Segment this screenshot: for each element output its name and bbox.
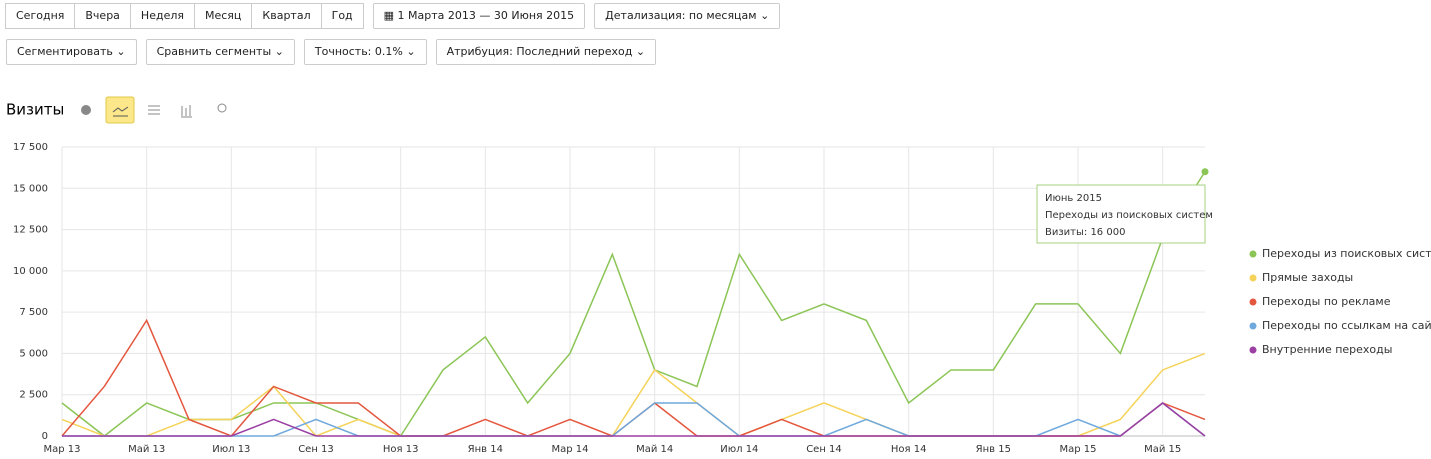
date-range[interactable]: ▦ 1 Марта 2013 — 30 Июня 2015 bbox=[372, 3, 586, 29]
y-tick-label: 15 000 bbox=[13, 183, 48, 194]
filters: Сегментировать ⌄ Сравнить сегменты ⌄ Точно… bbox=[6, 39, 657, 65]
legend-label: Переходы по ссылкам на сайтах bbox=[1262, 319, 1431, 332]
series-line bbox=[61, 318, 1206, 437]
series-line bbox=[61, 171, 1206, 437]
filter-text: Сегментировать bbox=[17, 45, 113, 58]
period-button[interactable]: Сегодня bbox=[5, 3, 76, 29]
legend-marker bbox=[1249, 250, 1257, 258]
x-tick-label: Май 15 bbox=[1144, 444, 1181, 455]
period-button[interactable]: Год bbox=[320, 3, 364, 29]
y-tick-label: 2 500 bbox=[19, 390, 48, 401]
legend-label: Прямые заходы bbox=[1262, 271, 1353, 284]
hover-point bbox=[1201, 168, 1209, 176]
filter-text: Атрибуция: Последний переход bbox=[446, 45, 633, 58]
x-tick-label: Янв 15 bbox=[976, 444, 1011, 455]
icon-area bbox=[148, 105, 160, 115]
detail-select[interactable]: Детализация: по месяцам ⌄ bbox=[594, 3, 781, 29]
tooltip-box bbox=[1036, 184, 1206, 244]
legend-label: Внутренние переходы bbox=[1262, 343, 1392, 356]
filter-button[interactable]: Сравнить сегменты ⌄ bbox=[145, 39, 295, 65]
y-tick-label: 12 500 bbox=[13, 225, 48, 236]
legend-marker bbox=[1249, 298, 1257, 306]
x-tick-label: Ноя 14 bbox=[891, 444, 927, 455]
icon-map bbox=[217, 103, 227, 113]
icon-pie bbox=[81, 105, 91, 115]
series-line bbox=[62, 402, 1206, 437]
x-tick-label: Янв 14 bbox=[468, 444, 503, 455]
period-button[interactable]: Неделя bbox=[129, 3, 195, 29]
x-tick-label: Мар 14 bbox=[551, 444, 588, 455]
y-tick-label: 10 000 bbox=[13, 266, 48, 277]
y-tick-label: 7 500 bbox=[19, 307, 48, 318]
view-active bbox=[105, 96, 135, 124]
period-button[interactable]: Месяц bbox=[193, 3, 253, 29]
x-tick-label: Мар 13 bbox=[43, 444, 80, 455]
toolbar: Сегодня Вчера Неделя Месяц Квартал Год ▦ 1 Ма… bbox=[5, 3, 781, 29]
period-group: Сегодня Вчера Неделя Месяц Квартал Год bbox=[5, 3, 364, 29]
x-tick-label: Май 14 bbox=[636, 444, 673, 455]
legend-label: Переходы по рекламе bbox=[1262, 295, 1391, 308]
detail-text: Детализация: по месяцам bbox=[605, 9, 757, 22]
legend-label: Переходы из поисковых систем bbox=[1262, 247, 1431, 260]
legend-marker bbox=[1249, 322, 1257, 330]
date-range-text: 1 Марта 2013 — 30 Июня 2015 bbox=[397, 9, 575, 22]
x-tick-label: Июл 14 bbox=[720, 444, 758, 455]
legend-marker bbox=[1249, 274, 1257, 282]
filter-text: Точность: 0.1% bbox=[314, 45, 403, 58]
icon-bar bbox=[181, 105, 192, 118]
series-line bbox=[61, 352, 1206, 437]
period-button[interactable]: Квартал bbox=[251, 3, 322, 29]
filter-button[interactable]: Точность: 0.1% ⌄ bbox=[303, 39, 427, 65]
tooltip-text: Визиты: 16 000 bbox=[1045, 227, 1125, 238]
x-tick-label: Июл 13 bbox=[212, 444, 250, 455]
tooltip-title: Июнь 2015 bbox=[1045, 193, 1102, 204]
icon-line bbox=[112, 106, 129, 117]
y-tick-label: 0 bbox=[42, 431, 48, 442]
y-tick-label: 5 000 bbox=[19, 348, 48, 359]
x-tick-label: Сен 13 bbox=[298, 444, 334, 455]
tooltip-series: Переходы из поисковых систем bbox=[1045, 210, 1213, 221]
filter-button[interactable]: Атрибуция: Последний переход ⌄ bbox=[435, 39, 657, 65]
x-tick-label: Мар 15 bbox=[1059, 444, 1096, 455]
y-tick-label: 17 500 bbox=[13, 142, 48, 153]
series-line bbox=[62, 402, 1206, 437]
x-tick-label: Май 13 bbox=[128, 444, 165, 455]
filter-button[interactable]: Сегментировать ⌄ bbox=[6, 39, 137, 65]
period-button[interactable]: Вчера bbox=[74, 3, 131, 29]
x-tick-label: Сен 14 bbox=[806, 444, 842, 455]
x-tick-label: Ноя 13 bbox=[383, 444, 419, 455]
chart-title: Визиты bbox=[6, 101, 64, 119]
filter-text: Сравнить сегменты bbox=[156, 45, 272, 58]
legend-marker bbox=[1249, 346, 1257, 354]
